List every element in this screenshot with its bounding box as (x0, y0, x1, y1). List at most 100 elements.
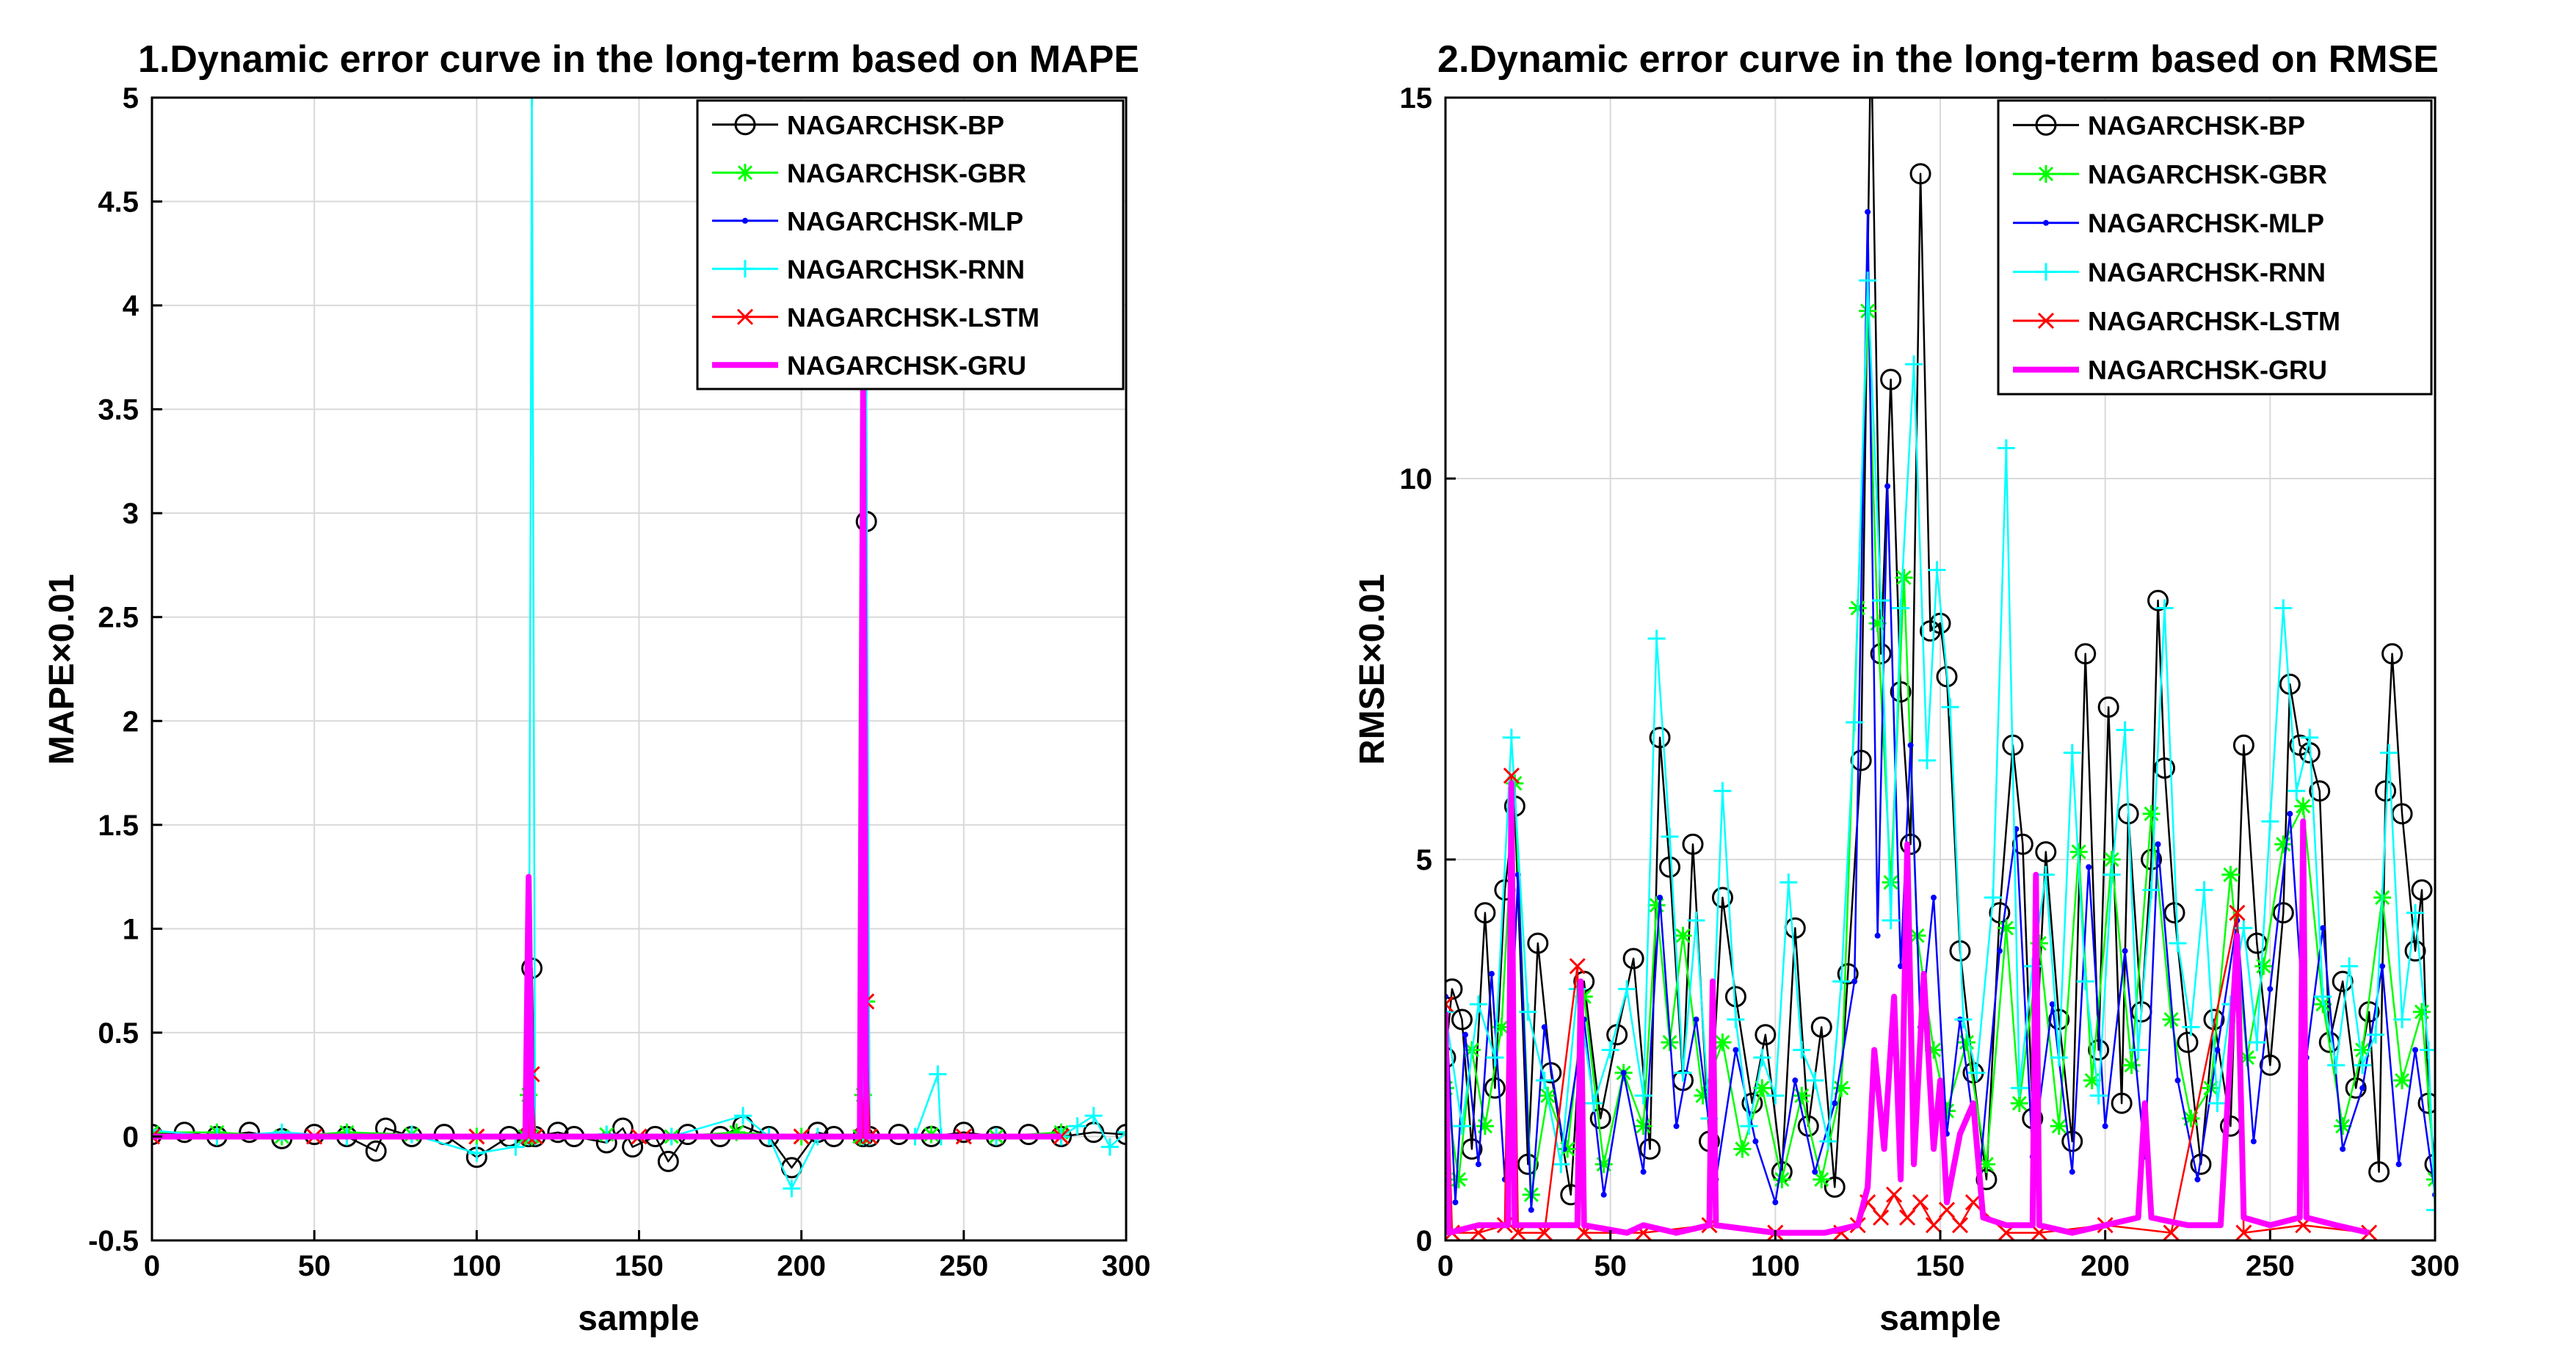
chart2-marker-nagarchsk-bp (2404, 940, 2426, 962)
chart1-legend-label-nagarchsk-mlp: NAGARCHSK-MLP (787, 206, 1023, 236)
chart2-marker-nagarchsk-mlp (2320, 925, 2326, 931)
chart2-marker-nagarchsk-bp (1445, 1047, 1456, 1069)
chart1-x-tick-label: 250 (939, 1250, 988, 1282)
chart2-marker-nagarchsk-gbr (1559, 1140, 1577, 1158)
chart2-marker-nagarchsk-gbr (1733, 1140, 1752, 1158)
chart2-marker-nagarchsk-bp (1589, 1108, 1611, 1130)
chart2-marker-nagarchsk-gbr (1957, 1033, 1975, 1052)
chart2-legend-label-nagarchsk-bp: NAGARCHSK-BP (2088, 110, 2305, 140)
chart2-marker-nagarchsk-bp (2375, 780, 2397, 802)
chart1-marker-nagarchsk-bp (365, 1140, 387, 1162)
chart2-marker-nagarchsk-bp (1797, 1115, 1819, 1137)
chart2-series (1445, 98, 2435, 1240)
chart2-marker-nagarchsk-bp (2232, 734, 2254, 756)
chart2-marker-nagarchsk-rnn (1859, 272, 1877, 290)
chart2-marker-nagarchsk-bp (2035, 841, 2057, 863)
chart2-marker-nagarchsk-rnn (2089, 1086, 2108, 1105)
chart2-marker-nagarchsk-mlp (1657, 894, 1663, 901)
chart2-marker-nagarchsk-gbr (1832, 1079, 1851, 1097)
chart2-marker-nagarchsk-mlp (1452, 1199, 1459, 1206)
chart2-marker-nagarchsk-rnn (1941, 698, 1959, 716)
chart2-marker-nagarchsk-bp (1639, 1138, 1661, 1160)
chart2-marker-nagarchsk-gbr (2274, 835, 2293, 854)
chart2-marker-nagarchsk-mlp (2214, 1047, 2221, 1053)
chart2-legend-label-nagarchsk-rnn: NAGARCHSK-RNN (2088, 257, 2326, 287)
chart2-marker-nagarchsk-mlp (2086, 864, 2092, 870)
chart2-series-line-nagarchsk-rnn (1445, 279, 2435, 1210)
chart2-marker-nagarchsk-gbr (1895, 568, 1913, 586)
chart2-marker-nagarchsk-rnn (2327, 1056, 2345, 1075)
chart1-legend-label-nagarchsk-gru: NAGARCHSK-GRU (787, 350, 1026, 380)
chart2-marker-nagarchsk-rnn (1928, 561, 1946, 579)
chart1-x-tick-label: 100 (452, 1250, 501, 1282)
chart2-marker-nagarchsk-rnn (1872, 592, 1890, 610)
chart2-marker-nagarchsk-mlp (1733, 1047, 1739, 1053)
chart2-legend-marker-nagarchsk-bp (2035, 114, 2057, 136)
chart2-marker-nagarchsk-gbr (1753, 1079, 1771, 1097)
chart2-marker-nagarchsk-rnn (1793, 1041, 1811, 1059)
chart2-marker-nagarchsk-bp (2424, 1153, 2435, 1175)
chart2-marker-nagarchsk-rnn (1535, 1072, 1553, 1090)
chart1-marker-nagarchsk-rnn (1068, 1117, 1086, 1135)
chart2-marker-nagarchsk-gbr (1575, 987, 1593, 1006)
chart1-legend-marker-nagarchsk-lstm (736, 308, 754, 325)
chart2-marker-nagarchsk-mlp (1488, 970, 1495, 977)
chart2-marker-nagarchsk-rnn (1918, 752, 1937, 770)
chart1-y-tick-label: -0.5 (88, 1225, 139, 1257)
chart1-series-line-nagarchsk-mlp (152, 824, 1062, 1138)
chart1-y-tick-label: 3 (123, 498, 139, 530)
chart2-marker-nagarchsk-rnn (1647, 629, 1666, 647)
chart2-marker-nagarchsk-bp (1711, 887, 1733, 909)
chart2-marker-nagarchsk-lstm (1925, 1217, 1942, 1234)
chart2-marker-nagarchsk-bp (1900, 833, 1922, 855)
chart2-legend-label-nagarchsk-gbr: NAGARCHSK-GBR (2088, 159, 2327, 189)
chart2-marker-nagarchsk-rnn (1832, 973, 1851, 991)
chart2-x-tick-label: 200 (2080, 1250, 2130, 1282)
chart1-series-line-nagarchsk-gbr (152, 1000, 1062, 1138)
chart2-marker-nagarchsk-gbr (1713, 1033, 1732, 1052)
chart1-legend-marker-nagarchsk-mlp (742, 217, 748, 224)
chart1-legend-label-nagarchsk-lstm: NAGARCHSK-LSTM (787, 302, 1040, 332)
chart2-marker-nagarchsk-rnn (2010, 1079, 2028, 1097)
chart1-legend-box (696, 99, 1125, 390)
chart2-marker-nagarchsk-rnn (2050, 1048, 2068, 1066)
chart2-marker-nagarchsk-gbr (2294, 797, 2312, 815)
chart1-marker-nagarchsk-rnn (507, 1138, 525, 1156)
chart2-marker-nagarchsk-bp (1909, 163, 1931, 185)
chart2-marker-nagarchsk-gbr (2162, 1010, 2180, 1028)
chart2-marker-nagarchsk-bp (2272, 902, 2294, 924)
chart2-marker-nagarchsk-gbr (1674, 926, 1692, 945)
chart2-marker-nagarchsk-rnn (2340, 957, 2359, 975)
chart2-marker-nagarchsk-mlp (2412, 1047, 2419, 1053)
chart2-legend-marker-nagarchsk-mlp (2043, 219, 2049, 226)
chart2-marker-nagarchsk-gbr (2393, 1072, 2412, 1090)
chart2-marker-nagarchsk-mlp (2359, 1085, 2366, 1091)
chart2-y-tick-label: 0 (1416, 1225, 1432, 1257)
chart1-y-tick-label: 0 (123, 1121, 139, 1153)
chart2-marker-nagarchsk-bp (2411, 879, 2433, 901)
chart2-marker-nagarchsk-bp (2259, 1054, 2281, 1076)
chart1-y-ticks: -0.5 0 0.5 1 1.5 2 2.5 3 3.5 4 4.5 5 (88, 82, 162, 1257)
chart2-marker-nagarchsk-gbr (2221, 865, 2240, 884)
chart2-marker-nagarchsk-gbr (1594, 1155, 1613, 1174)
chart2-marker-nagarchsk-gbr (1634, 1117, 1652, 1135)
chart2-marker-nagarchsk-rnn (1727, 1010, 1745, 1028)
chart1-x-tick-label: 50 (298, 1250, 331, 1282)
chart2-marker-nagarchsk-rnn (2248, 1033, 2266, 1052)
chart1-title: 1.Dynamic error curve in the long-term b… (138, 38, 1139, 81)
chart2-marker-nagarchsk-mlp (1931, 894, 1937, 901)
chart2-marker-nagarchsk-bp (2061, 1130, 2083, 1152)
chart2-marker-nagarchsk-mlp (2395, 1161, 2402, 1168)
chart2-marker-nagarchsk-mlp (1792, 1077, 1799, 1084)
chart2-marker-nagarchsk-mlp (1475, 1161, 1481, 1168)
chart1-marker-nagarchsk-gbr (728, 1123, 746, 1141)
chart1-y-tick-label: 3.5 (98, 394, 139, 426)
chart1-marker-nagarchsk-bp (953, 1122, 975, 1144)
chart2-y-ticks: 0 5 10 15 (1400, 82, 1456, 1257)
chart2-marker-nagarchsk-bp (1451, 1008, 1473, 1031)
chart2-marker-nagarchsk-rnn (1661, 827, 1679, 846)
chart2-marker-nagarchsk-rnn (1469, 995, 1487, 1014)
chart2-marker-nagarchsk-rnn (1779, 873, 1798, 892)
chart2-marker-nagarchsk-mlp (1693, 1016, 1699, 1022)
chart2-marker-nagarchsk-rnn (2182, 1018, 2200, 1036)
